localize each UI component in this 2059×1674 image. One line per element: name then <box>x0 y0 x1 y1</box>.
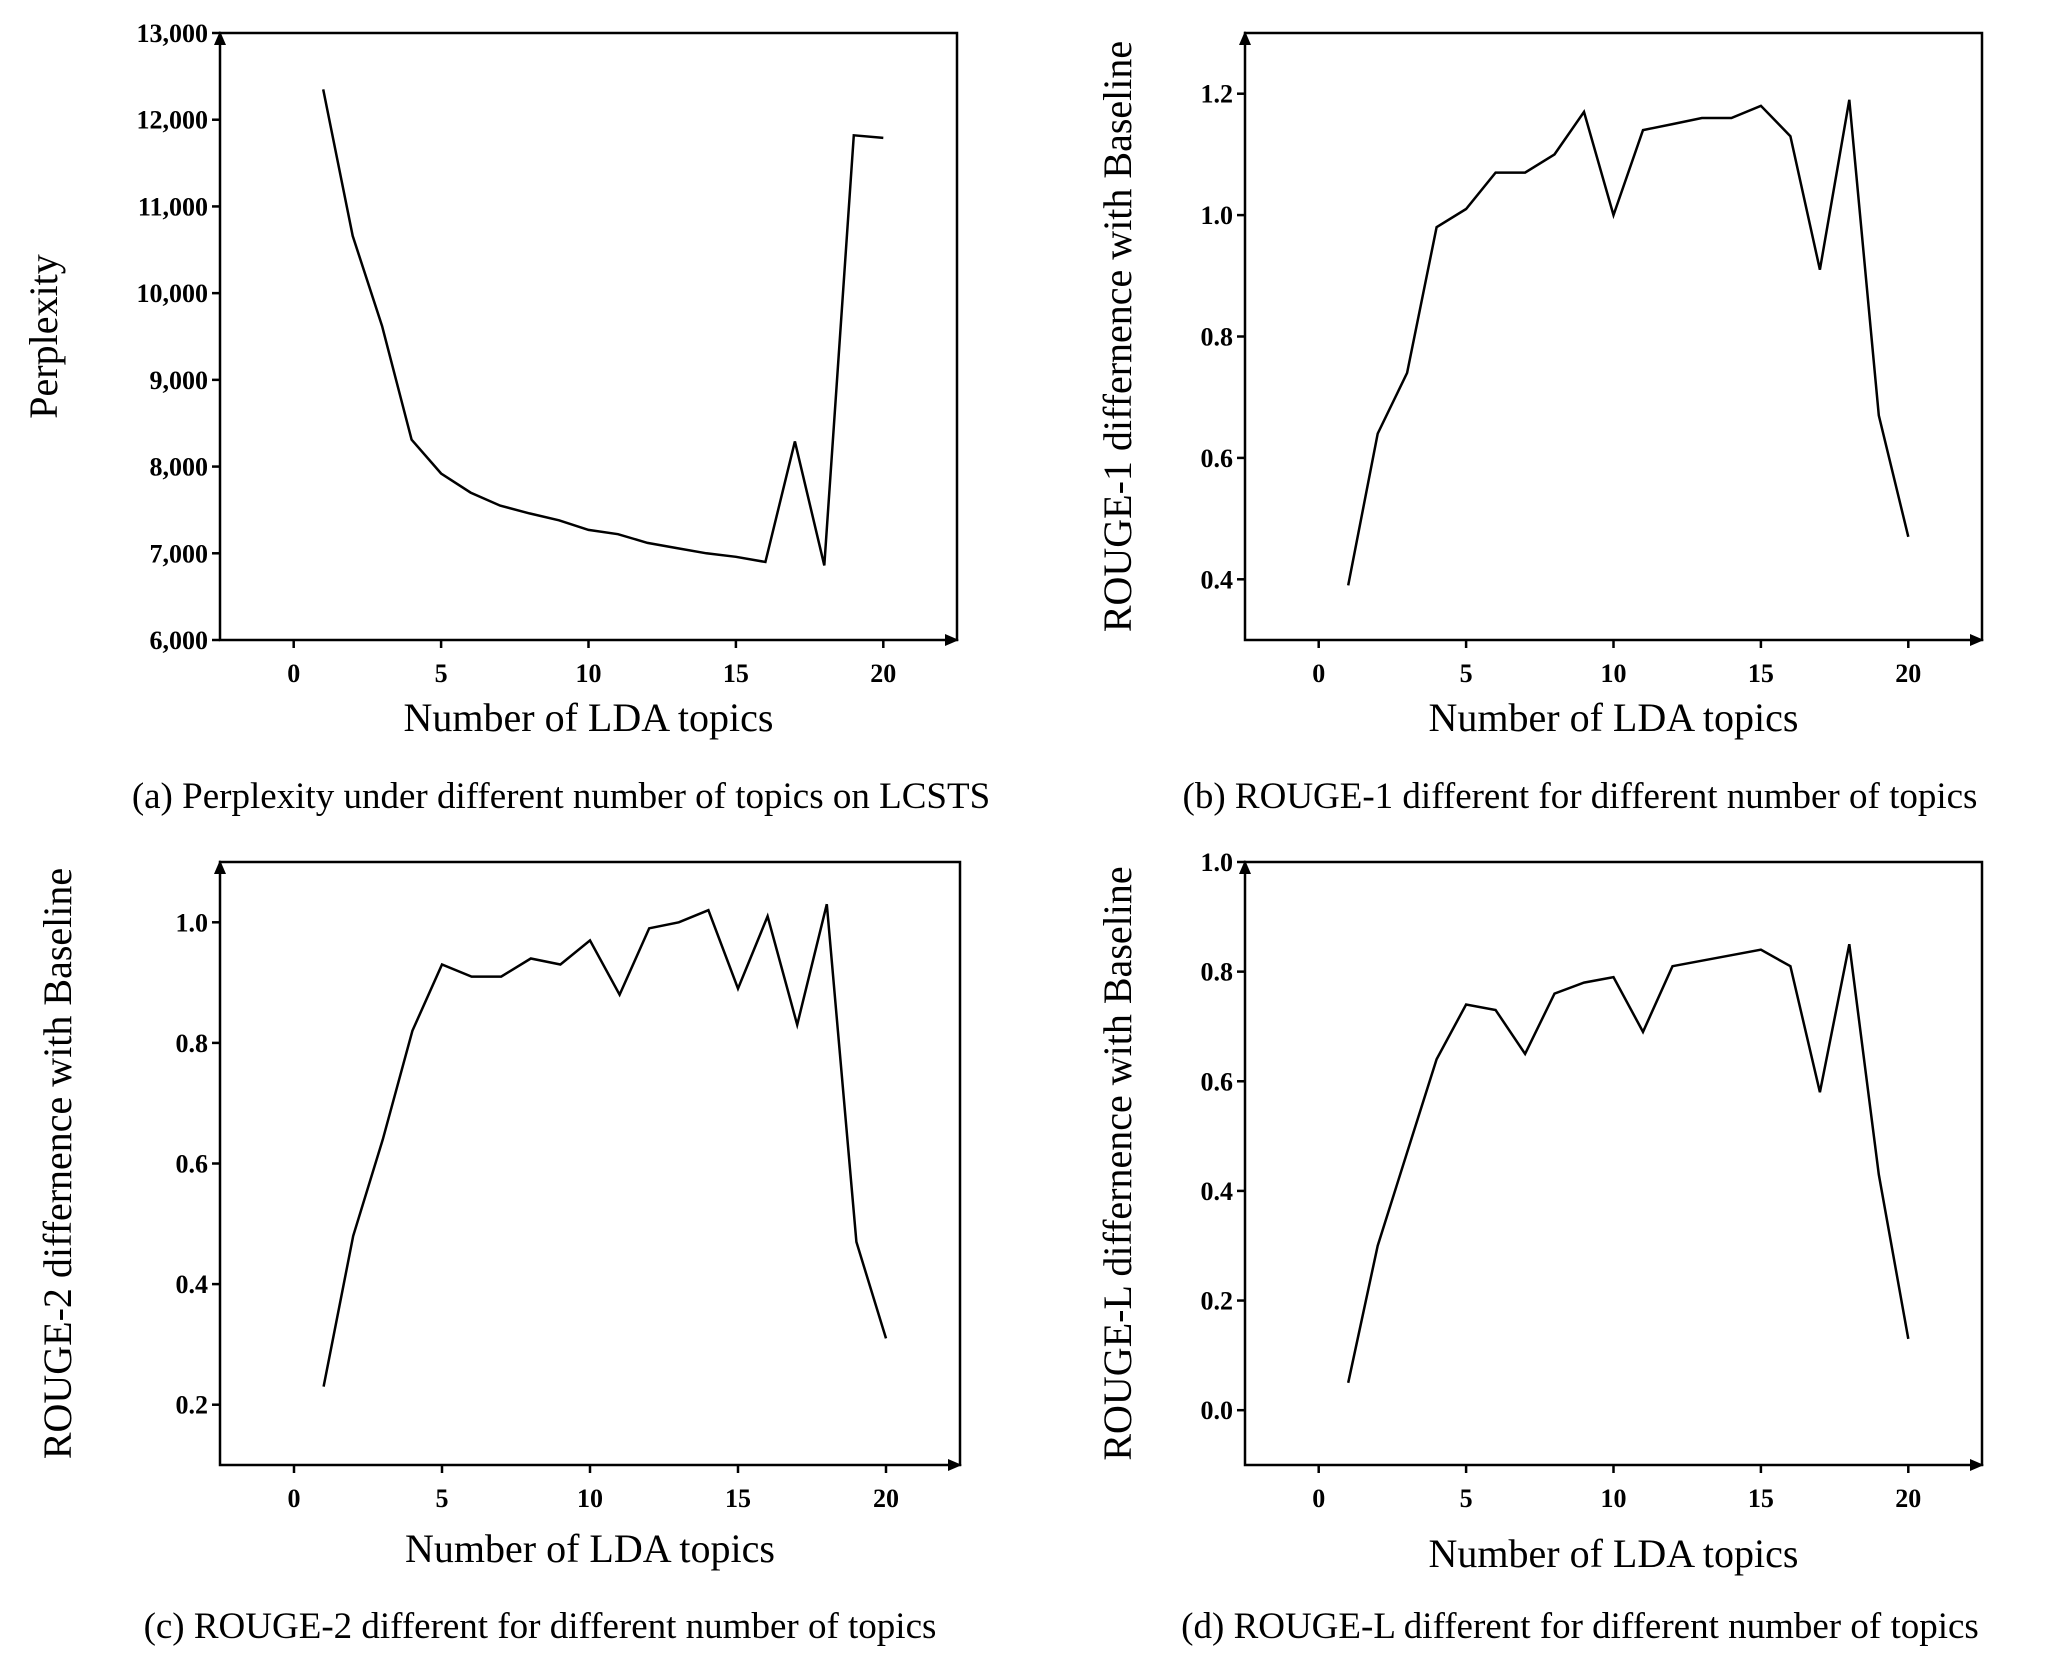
y-ticks: 0.4 0.6 0.8 1.0 1.2 <box>1201 80 1245 594</box>
x-axis-arrow <box>948 1459 962 1471</box>
x-tick-label: 10 <box>577 1484 603 1513</box>
y-ticks: 0.2 0.4 0.6 0.8 1.0 <box>176 908 220 1420</box>
y-ticks: 6,000 7,000 8,000 9,000 10,000 11,000 12,000 13… <box>137 19 220 655</box>
plot-frame <box>1243 860 1984 1467</box>
panel-a-perplexity: 6,000 7,000 8,000 9,000 10,000 11,000 12,000 13… <box>21 19 990 817</box>
panel-d-rougel: 0.0 0.2 0.4 0.6 0.8 1.0 0 5 10 15 20 ROUGE-L diff… <box>1095 848 1984 1647</box>
y-tick-label: 0.4 <box>1201 1177 1234 1206</box>
x-tick-label: 15 <box>723 659 749 688</box>
x-ticks: 0 5 10 15 20 <box>288 1465 899 1513</box>
x-tick-label: 20 <box>1895 659 1921 688</box>
x-axis-label: Number of LDA topics <box>1429 1531 1799 1576</box>
x-axis-arrow <box>945 634 959 646</box>
x-axis-label: Number of LDA topics <box>405 1526 775 1571</box>
x-ticks: 0 5 10 15 20 <box>287 640 896 688</box>
y-axis-arrow <box>214 31 226 45</box>
x-tick-label: 20 <box>873 1484 899 1513</box>
y-tick-label: 9,000 <box>150 366 209 395</box>
y-tick-label: 0.6 <box>176 1150 209 1179</box>
y-tick-label: 0.6 <box>1201 1067 1234 1096</box>
panel-c-rouge2: 0.2 0.4 0.6 0.8 1.0 0 5 10 15 20 ROUGE-2 differn… <box>35 860 962 1647</box>
x-tick-label: 15 <box>725 1484 751 1513</box>
y-axis-arrow <box>214 860 226 874</box>
caption-c: (c) ROUGE-2 different for different numb… <box>144 1606 937 1647</box>
plot-frame <box>218 31 959 642</box>
y-tick-label: 11,000 <box>138 192 208 221</box>
x-tick-label: 0 <box>1312 659 1325 688</box>
y-tick-label: 1.0 <box>176 908 209 937</box>
y-tick-label: 0.6 <box>1201 444 1234 473</box>
x-tick-label: 5 <box>1460 659 1473 688</box>
x-ticks: 0 5 10 15 20 <box>1312 1465 1921 1513</box>
x-tick-label: 0 <box>287 659 300 688</box>
x-tick-label: 20 <box>870 659 896 688</box>
y-axis-label: ROUGE-L differnence with Baseline <box>1095 866 1140 1460</box>
perplexity-line <box>321 89 884 566</box>
panel-b-rouge1: 0.4 0.6 0.8 1.0 1.2 0 5 10 15 20 ROUGE-1 differn… <box>1095 31 1984 817</box>
x-tick-label: 5 <box>435 659 448 688</box>
y-tick-label: 0.8 <box>176 1029 209 1058</box>
x-tick-label: 15 <box>1748 1484 1774 1513</box>
x-tick-label: 10 <box>576 659 602 688</box>
y-tick-label: 8,000 <box>150 453 209 482</box>
x-tick-label: 20 <box>1895 1484 1921 1513</box>
x-axis-label: Number of LDA topics <box>1429 695 1799 740</box>
caption-b: (b) ROUGE-1 different for different numb… <box>1183 776 1978 817</box>
x-tick-label: 15 <box>1748 659 1774 688</box>
x-axis-arrow <box>1970 1459 1984 1471</box>
y-tick-label: 1.0 <box>1201 848 1234 877</box>
rouge2-line <box>322 903 888 1387</box>
x-tick-label: 5 <box>436 1484 449 1513</box>
x-axis-arrow <box>1970 634 1984 646</box>
y-tick-label: 0.2 <box>176 1391 209 1420</box>
y-axis-arrow <box>1239 860 1251 874</box>
x-tick-label: 5 <box>1460 1484 1473 1513</box>
y-axis-label: Perplexity <box>21 254 66 418</box>
x-tick-label: 10 <box>1601 659 1627 688</box>
x-tick-label: 0 <box>1312 1484 1325 1513</box>
y-ticks: 0.0 0.2 0.4 0.6 0.8 1.0 <box>1201 848 1245 1425</box>
y-tick-label: 0.8 <box>1201 958 1234 987</box>
x-tick-label: 10 <box>1601 1484 1627 1513</box>
y-tick-label: 0.0 <box>1201 1396 1234 1425</box>
x-ticks: 0 5 10 15 20 <box>1312 640 1921 688</box>
x-axis-label: Number of LDA topics <box>404 695 774 740</box>
rouge1-line <box>1346 99 1910 586</box>
x-tick-label: 0 <box>288 1484 301 1513</box>
y-tick-label: 7,000 <box>150 539 209 568</box>
caption-d: (d) ROUGE-L different for different numb… <box>1181 1606 1979 1647</box>
y-tick-label: 0.8 <box>1201 323 1234 352</box>
caption-a: (a) Perplexity under different number of… <box>132 776 990 817</box>
plot-frame <box>1243 31 1984 642</box>
y-tick-label: 12,000 <box>137 106 209 135</box>
rougel-line <box>1346 943 1910 1384</box>
y-tick-label: 10,000 <box>137 279 209 308</box>
y-axis-label: ROUGE-2 differnence with Baseline <box>35 868 80 1459</box>
y-tick-label: 1.2 <box>1201 80 1234 109</box>
y-tick-label: 0.2 <box>1201 1287 1234 1316</box>
y-tick-label: 0.4 <box>1201 565 1234 594</box>
y-axis-arrow <box>1239 31 1251 45</box>
y-tick-label: 0.4 <box>176 1270 209 1299</box>
plot-frame <box>218 860 962 1467</box>
y-tick-label: 1.0 <box>1201 201 1234 230</box>
y-axis-label: ROUGE-1 differnence with Baseline <box>1095 41 1140 632</box>
y-tick-label: 6,000 <box>150 626 209 655</box>
y-tick-label: 13,000 <box>137 19 209 48</box>
